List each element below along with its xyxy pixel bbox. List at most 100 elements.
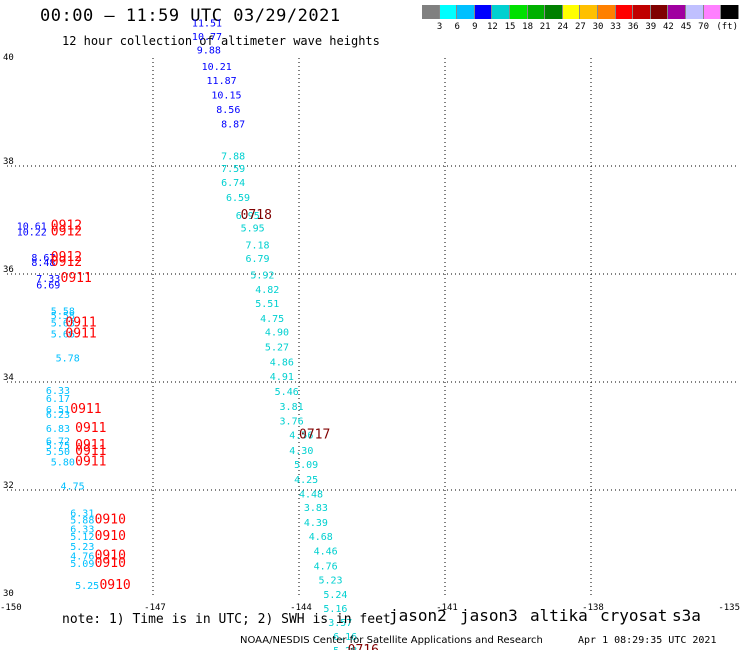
credit-date: Apr 1 08:29:35 UTC 2021: [578, 635, 717, 646]
wave-height-label: 7.88: [221, 152, 245, 163]
wave-height-label: 5.80: [51, 458, 75, 469]
time-label: 0911: [75, 455, 106, 470]
color-scale-label: 27: [574, 22, 586, 32]
color-scale-label: 18: [522, 22, 534, 32]
color-scale-swatch: [562, 5, 581, 19]
wave-height-label: 6.51: [46, 405, 70, 416]
footnote: note: 1) Time is in UTC; 2) SWH is in fe…: [62, 612, 391, 627]
time-label: 0718: [241, 208, 272, 223]
color-scale-swatch: [457, 5, 475, 19]
color-scale-label: 30: [592, 22, 604, 32]
wave-height-label: 5.46: [275, 387, 299, 398]
time-label: 0910: [95, 529, 126, 544]
wave-height-label: 4.46: [314, 546, 338, 557]
chart-title: 00:00 – 11:59 UTC 03/29/2021: [40, 6, 341, 26]
wave-height-label: 5.23: [318, 575, 342, 586]
wave-height-label: 7.18: [245, 241, 269, 252]
wave-height-label: 4.39: [304, 518, 328, 529]
wave-height-label: 6.33: [46, 386, 70, 397]
wave-height-label: 5.28: [333, 646, 357, 650]
axis-tick-labels: -150 -147 -144 -141 -138 -135 30 32 34 36 38 40: [0, 53, 740, 613]
wave-height-label: 4.82: [255, 285, 279, 296]
wave-height-label: 3.83: [304, 503, 328, 514]
color-scale-label: 70: [698, 22, 710, 32]
wave-height-label: 5.24: [323, 590, 347, 601]
time-label: 0911: [65, 315, 96, 330]
wave-height-label: 5.58: [51, 307, 75, 318]
time-label: 0910: [95, 556, 126, 571]
wave-height-label: 5.09: [294, 460, 318, 471]
time-label: 0912: [51, 250, 82, 265]
color-scale-swatch: [422, 5, 440, 19]
color-scale-swatch: [527, 5, 546, 19]
wave-height-label: 4.56: [289, 431, 313, 442]
x-tick-label: -150: [0, 603, 22, 613]
chart-subtitle: 12 hour collection of altimeter wave hei…: [62, 34, 380, 48]
wave-height-label: 10.61: [17, 222, 47, 233]
wave-height-label: 7.33: [36, 274, 60, 285]
color-scale-swatch: [615, 5, 634, 19]
grid-lines: [7, 58, 737, 598]
wave-height-label: 5.92: [250, 270, 274, 281]
legend-item-cryosat: cryosat: [600, 606, 668, 625]
color-scale-swatch: [703, 5, 722, 19]
wave-height-label: 6.23: [46, 410, 70, 421]
legend-item-altika: altika: [530, 606, 588, 625]
color-scale-swatch: [633, 5, 651, 19]
x-tick-label: -141: [436, 603, 458, 613]
wave-height-label: 4.76: [70, 552, 94, 563]
wave-height-label: 6.72: [46, 437, 70, 448]
wave-height-label: 4.91: [270, 372, 294, 383]
legend-item-jason2: jason2: [389, 606, 447, 625]
wave-height-label: 5.27: [265, 343, 289, 354]
color-scale-label: 33: [610, 22, 622, 32]
color-scale-label: (ft): [716, 22, 739, 32]
wave-height-label: 5.66: [51, 330, 75, 341]
wave-height-label: 5.23: [70, 542, 94, 553]
wave-height-label: 10.77: [192, 32, 222, 43]
wave-height-label: 5.75: [46, 441, 70, 452]
color-scale-label: 39: [645, 22, 657, 32]
color-scale-swatch: [668, 5, 686, 19]
wave-height-label: 4.75: [260, 314, 284, 325]
wave-height-label: 10.15: [211, 91, 241, 102]
time-label: 0911: [70, 402, 101, 417]
color-scale-swatch: [721, 5, 739, 19]
y-tick-label: 38: [3, 157, 14, 167]
time-label: 0910: [95, 549, 126, 564]
credit-text: NOAA/NESDIS Center for Satellite Applica…: [240, 635, 543, 646]
color-scale-swatch: [474, 5, 493, 19]
time-label: 0911: [75, 444, 106, 459]
time-label: 0912: [51, 225, 82, 240]
color-scale-label: 45: [680, 22, 692, 32]
wave-height-label: 5.16: [323, 604, 347, 615]
wave-height-label: 6.59: [226, 193, 250, 204]
time-labels: 0718071707160912091209120912091109110911…: [51, 208, 379, 650]
wave-height-label: 8.48: [31, 258, 55, 269]
x-tick-label: -144: [290, 603, 312, 613]
wave-height-label: 4.86: [270, 357, 294, 368]
wave-height-label: 4.76: [314, 561, 338, 572]
wave-height-label: 4.48: [299, 490, 323, 501]
wave-height-label: 6.17: [46, 394, 70, 405]
wave-height-label: 11.87: [207, 76, 237, 87]
color-scale-swatch: [580, 5, 598, 19]
color-scale-label: 9: [472, 22, 478, 32]
color-scale-swatch: [650, 5, 669, 19]
legend-item-s3a: s3a: [672, 606, 701, 625]
time-label: 0911: [75, 438, 106, 453]
color-scale-label: 3: [436, 22, 443, 32]
time-label: 0911: [75, 421, 106, 436]
time-label: 0716: [348, 643, 379, 650]
time-label: 0911: [65, 327, 96, 342]
wave-height-label: 6.16: [333, 632, 357, 643]
color-scale-label: 21: [539, 22, 551, 32]
y-tick-label: 30: [3, 589, 14, 599]
wave-height-label: 5.63: [51, 318, 75, 329]
color-scale-swatch: [509, 5, 528, 19]
time-label: 0912: [51, 219, 82, 234]
time-label: 0717: [299, 428, 330, 443]
color-scale-swatch: [439, 5, 458, 19]
wave-height-label: 5.12: [70, 532, 94, 543]
